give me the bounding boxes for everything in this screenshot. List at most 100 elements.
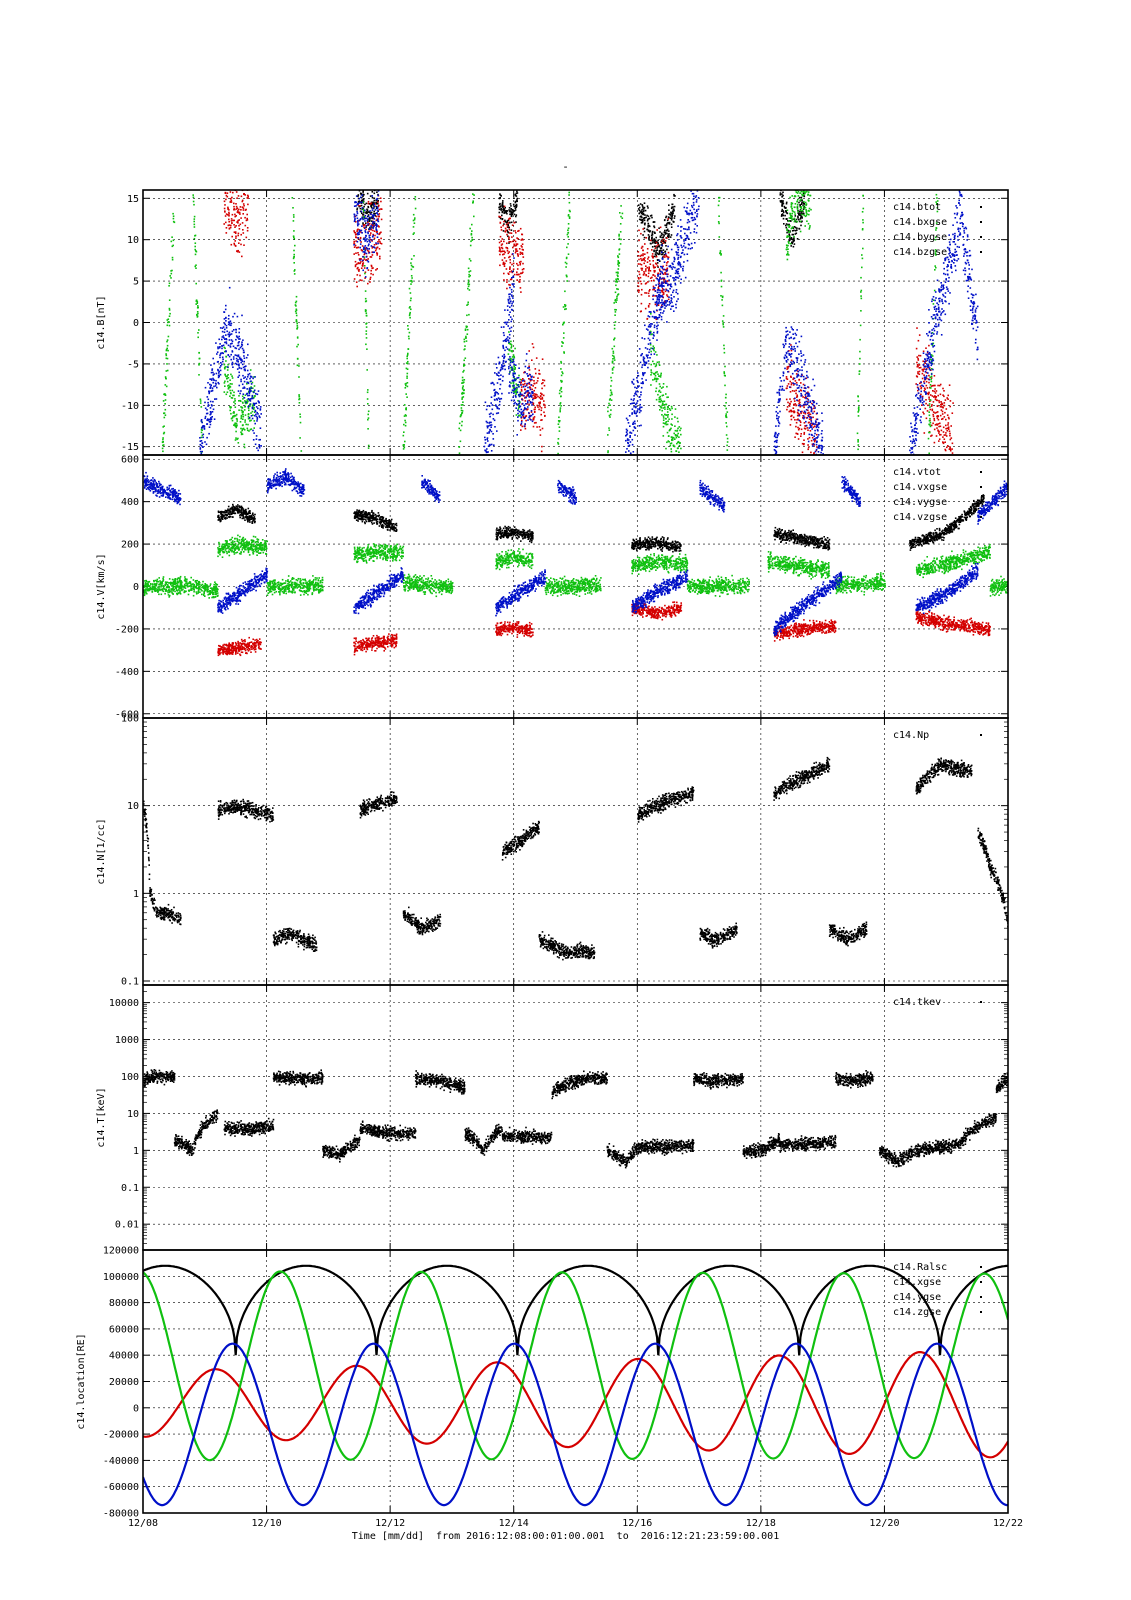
data-point — [364, 231, 367, 234]
data-point — [370, 211, 373, 214]
data-point — [632, 421, 635, 424]
data-point — [461, 404, 464, 406]
data-point — [722, 322, 724, 324]
data-point — [162, 432, 165, 435]
data-point — [952, 402, 954, 404]
data-point — [221, 345, 223, 347]
data-point — [211, 369, 213, 371]
data-point — [694, 242, 696, 244]
data-point — [794, 213, 796, 215]
data-point — [202, 433, 205, 436]
data-point — [925, 384, 928, 387]
data-point — [638, 239, 640, 242]
data-point — [557, 471, 559, 473]
data-point — [786, 209, 789, 212]
data-point — [686, 236, 689, 238]
data-point — [228, 314, 230, 317]
data-point — [463, 364, 466, 366]
data-point — [202, 457, 204, 459]
data-point — [699, 163, 701, 165]
data-point — [295, 319, 298, 321]
data-point — [234, 215, 236, 218]
data-point — [619, 243, 622, 245]
data-point — [650, 374, 652, 376]
data-point — [168, 315, 171, 317]
data-point — [662, 238, 665, 241]
data-point — [666, 304, 669, 306]
data-point — [234, 213, 236, 216]
data-point — [643, 360, 645, 363]
data-point — [810, 451, 812, 454]
data-point — [380, 208, 383, 210]
data-point — [676, 244, 679, 247]
data-point — [676, 435, 679, 437]
data-point — [369, 217, 371, 220]
data-point — [472, 193, 474, 195]
data-point — [634, 392, 637, 394]
data-point — [367, 215, 370, 218]
data-point — [231, 213, 234, 216]
data-point — [617, 256, 620, 259]
data-point — [859, 324, 862, 327]
data-point — [514, 390, 516, 392]
data-point — [502, 200, 504, 202]
data-point — [534, 395, 536, 397]
data-point — [173, 167, 175, 169]
data-point — [230, 333, 233, 335]
data-point — [370, 206, 373, 209]
data-point — [509, 358, 511, 360]
data-point — [617, 260, 619, 262]
data-point — [513, 283, 515, 285]
data-point — [657, 373, 659, 375]
data-point — [210, 384, 212, 386]
data-point — [565, 275, 568, 278]
data-point — [462, 385, 464, 387]
data-point — [671, 438, 673, 441]
data-point — [658, 298, 660, 301]
data-point — [662, 419, 665, 421]
data-point — [367, 202, 370, 205]
data-point — [512, 246, 514, 249]
data-point — [229, 409, 231, 412]
data-point — [365, 224, 368, 227]
data-point — [468, 273, 470, 276]
data-point — [293, 253, 295, 256]
data-point — [670, 423, 672, 425]
data-point — [368, 460, 370, 462]
data-point — [559, 402, 562, 404]
data-point — [162, 444, 165, 446]
data-point — [225, 304, 227, 307]
data-point — [258, 439, 260, 441]
data-point — [225, 327, 228, 329]
data-point — [640, 302, 643, 305]
data-point — [795, 425, 797, 428]
data-point — [257, 407, 259, 410]
data-point — [246, 427, 249, 430]
data-point — [669, 442, 672, 445]
data-point — [640, 354, 643, 356]
data-point — [498, 378, 500, 381]
data-point — [635, 405, 637, 408]
data-point — [367, 224, 369, 227]
data-point — [488, 413, 491, 415]
data-point — [523, 425, 526, 428]
data-point — [379, 255, 381, 258]
data-point — [259, 409, 262, 411]
data-point — [801, 209, 804, 212]
data-point — [225, 360, 227, 362]
data-point — [223, 363, 226, 366]
data-point — [293, 249, 295, 252]
data-point — [792, 226, 794, 228]
data-point — [224, 338, 226, 340]
data-point — [657, 239, 659, 242]
data-point — [796, 203, 799, 206]
data-point — [725, 393, 727, 396]
data-point — [256, 447, 258, 449]
data-point — [786, 366, 789, 368]
data-point — [928, 396, 930, 399]
data-point — [647, 325, 650, 328]
data-point — [203, 456, 205, 458]
data-point — [222, 326, 225, 328]
data-point — [947, 398, 949, 400]
data-point — [362, 262, 365, 264]
